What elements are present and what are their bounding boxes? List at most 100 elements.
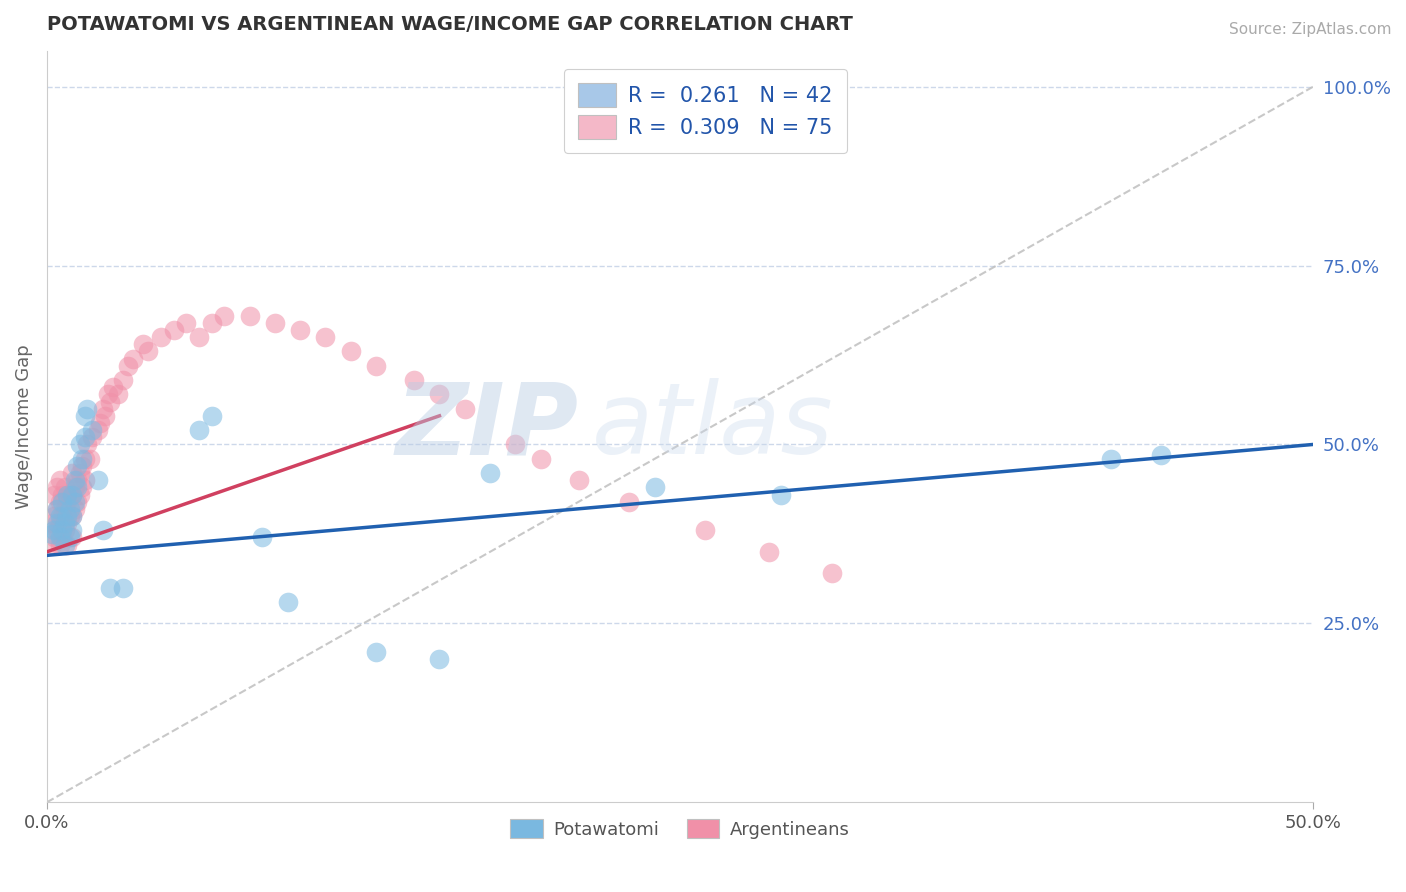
Point bbox=[59, 501, 82, 516]
Point bbox=[51, 508, 73, 523]
Point bbox=[44, 508, 66, 523]
Point bbox=[76, 401, 98, 416]
Point bbox=[56, 494, 79, 508]
Point bbox=[59, 508, 82, 523]
Point bbox=[63, 501, 86, 516]
Point bbox=[366, 645, 388, 659]
Point bbox=[276, 595, 298, 609]
Point bbox=[56, 538, 79, 552]
Point bbox=[56, 487, 79, 501]
Point bbox=[44, 531, 66, 545]
Text: Source: ZipAtlas.com: Source: ZipAtlas.com bbox=[1229, 22, 1392, 37]
Point bbox=[695, 524, 717, 538]
Point bbox=[315, 330, 337, 344]
Point bbox=[44, 487, 66, 501]
Point bbox=[174, 316, 197, 330]
Point bbox=[98, 394, 121, 409]
Legend: Potawatomi, Argentineans: Potawatomi, Argentineans bbox=[503, 812, 858, 846]
Point bbox=[72, 458, 94, 473]
Point bbox=[98, 581, 121, 595]
Point bbox=[66, 494, 89, 508]
Point bbox=[76, 437, 98, 451]
Point bbox=[82, 430, 104, 444]
Point bbox=[59, 531, 82, 545]
Point bbox=[366, 359, 388, 373]
Point bbox=[53, 524, 76, 538]
Point bbox=[86, 473, 108, 487]
Point bbox=[619, 494, 641, 508]
Point bbox=[644, 480, 666, 494]
Point bbox=[238, 309, 260, 323]
Point bbox=[69, 487, 91, 501]
Point bbox=[429, 652, 451, 666]
Point bbox=[51, 494, 73, 508]
Point bbox=[94, 409, 117, 423]
Point bbox=[46, 501, 69, 516]
Point bbox=[250, 531, 273, 545]
Point bbox=[46, 501, 69, 516]
Point bbox=[63, 480, 86, 494]
Point bbox=[48, 494, 70, 508]
Point bbox=[111, 581, 134, 595]
Point bbox=[66, 473, 89, 487]
Point bbox=[200, 316, 222, 330]
Point bbox=[404, 373, 426, 387]
Point bbox=[48, 473, 70, 487]
Point bbox=[41, 516, 63, 531]
Point bbox=[60, 524, 83, 538]
Point bbox=[79, 451, 101, 466]
Point bbox=[63, 494, 86, 508]
Point bbox=[60, 508, 83, 523]
Point bbox=[51, 487, 73, 501]
Point bbox=[212, 309, 235, 323]
Point bbox=[111, 373, 134, 387]
Point bbox=[97, 387, 120, 401]
Point bbox=[530, 451, 553, 466]
Y-axis label: Wage/Income Gap: Wage/Income Gap bbox=[15, 344, 32, 509]
Point bbox=[107, 387, 129, 401]
Point bbox=[59, 487, 82, 501]
Point bbox=[91, 401, 114, 416]
Point bbox=[187, 423, 209, 437]
Point bbox=[69, 466, 91, 480]
Point bbox=[51, 524, 73, 538]
Point bbox=[48, 531, 70, 545]
Point bbox=[48, 508, 70, 523]
Point bbox=[56, 508, 79, 523]
Point bbox=[60, 466, 83, 480]
Point bbox=[101, 380, 124, 394]
Point bbox=[73, 430, 96, 444]
Point bbox=[60, 531, 83, 545]
Point bbox=[82, 423, 104, 437]
Point bbox=[1099, 451, 1122, 466]
Point bbox=[66, 458, 89, 473]
Point bbox=[89, 416, 111, 430]
Point bbox=[60, 487, 83, 501]
Point bbox=[44, 524, 66, 538]
Point bbox=[53, 501, 76, 516]
Text: atlas: atlas bbox=[592, 378, 834, 475]
Point bbox=[86, 423, 108, 437]
Point bbox=[73, 473, 96, 487]
Point bbox=[149, 330, 172, 344]
Point bbox=[48, 538, 70, 552]
Point bbox=[200, 409, 222, 423]
Point bbox=[73, 451, 96, 466]
Text: POTAWATOMI VS ARGENTINEAN WAGE/INCOME GAP CORRELATION CHART: POTAWATOMI VS ARGENTINEAN WAGE/INCOME GA… bbox=[46, 15, 853, 34]
Point bbox=[46, 524, 69, 538]
Point bbox=[454, 401, 477, 416]
Point bbox=[132, 337, 155, 351]
Point bbox=[122, 351, 145, 366]
Point bbox=[41, 538, 63, 552]
Point bbox=[340, 344, 363, 359]
Point bbox=[821, 566, 844, 581]
Point bbox=[51, 531, 73, 545]
Point bbox=[60, 508, 83, 523]
Point bbox=[60, 487, 83, 501]
Point bbox=[91, 524, 114, 538]
Text: ZIP: ZIP bbox=[395, 378, 579, 475]
Point bbox=[136, 344, 159, 359]
Point bbox=[46, 480, 69, 494]
Point bbox=[758, 545, 780, 559]
Point bbox=[429, 387, 451, 401]
